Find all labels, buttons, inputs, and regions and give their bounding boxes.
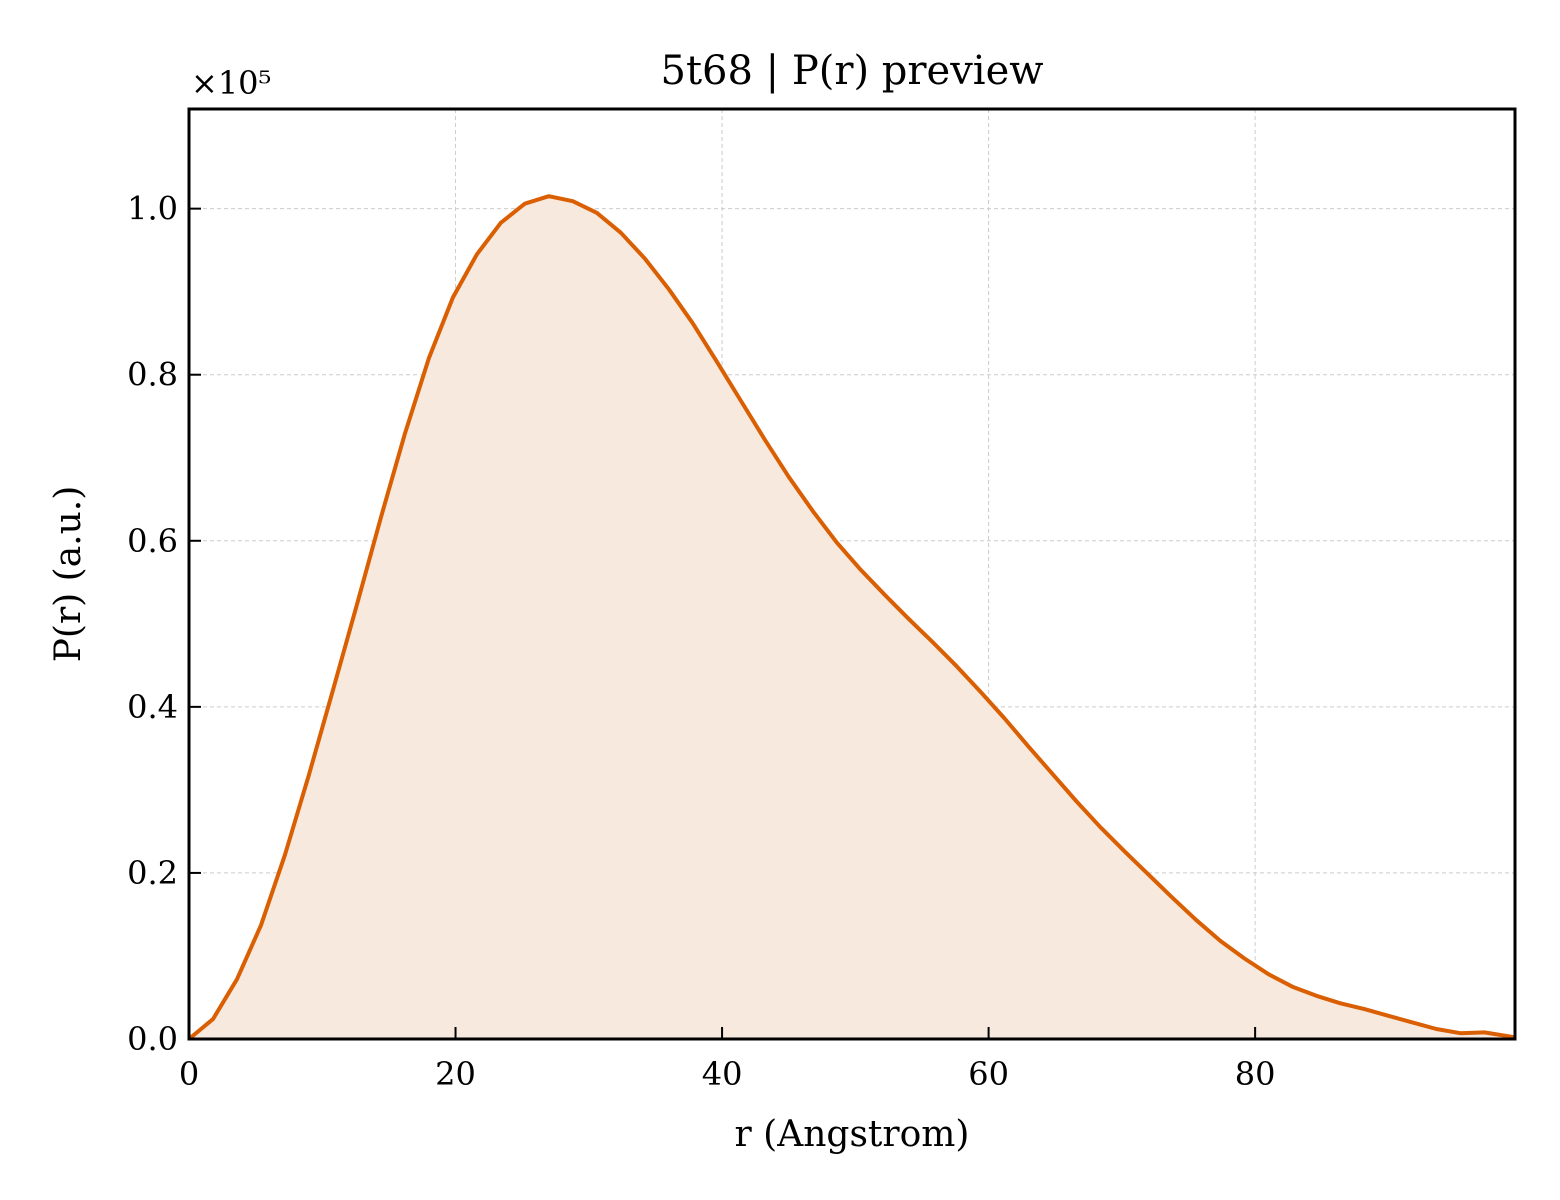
chart-title: 5t68 | P(r) preview [661,48,1044,94]
y-tick-label: 1.0 [127,190,178,228]
y-tick-label: 0.6 [127,522,178,560]
y-offset-label: ×10⁵ [191,64,271,102]
y-tick-label: 0.8 [127,356,178,394]
x-tick-label: 80 [1235,1055,1276,1093]
y-axis-label: P(r) (a.u.) [48,486,89,663]
y-tick-labels: 0.0 0.2 0.4 0.6 0.8 1.0 [127,190,178,1058]
pr-data-line [187,194,1516,1041]
x-tick-label: 20 [435,1055,476,1093]
x-tick-label: 40 [702,1055,743,1093]
pr-area-fill [189,196,1515,1039]
x-tick-labels: 0 20 40 60 80 [179,1055,1276,1093]
plot-frame [187,107,1517,1041]
x-tick-label: 0 [179,1055,199,1093]
y-tick-label: 0.0 [127,1020,178,1058]
x-axis-label: r (Angstrom) [735,1114,970,1155]
y-tick-label: 0.2 [127,854,178,892]
y-tick-label: 0.4 [127,688,178,726]
x-tick-label: 60 [968,1055,1009,1093]
